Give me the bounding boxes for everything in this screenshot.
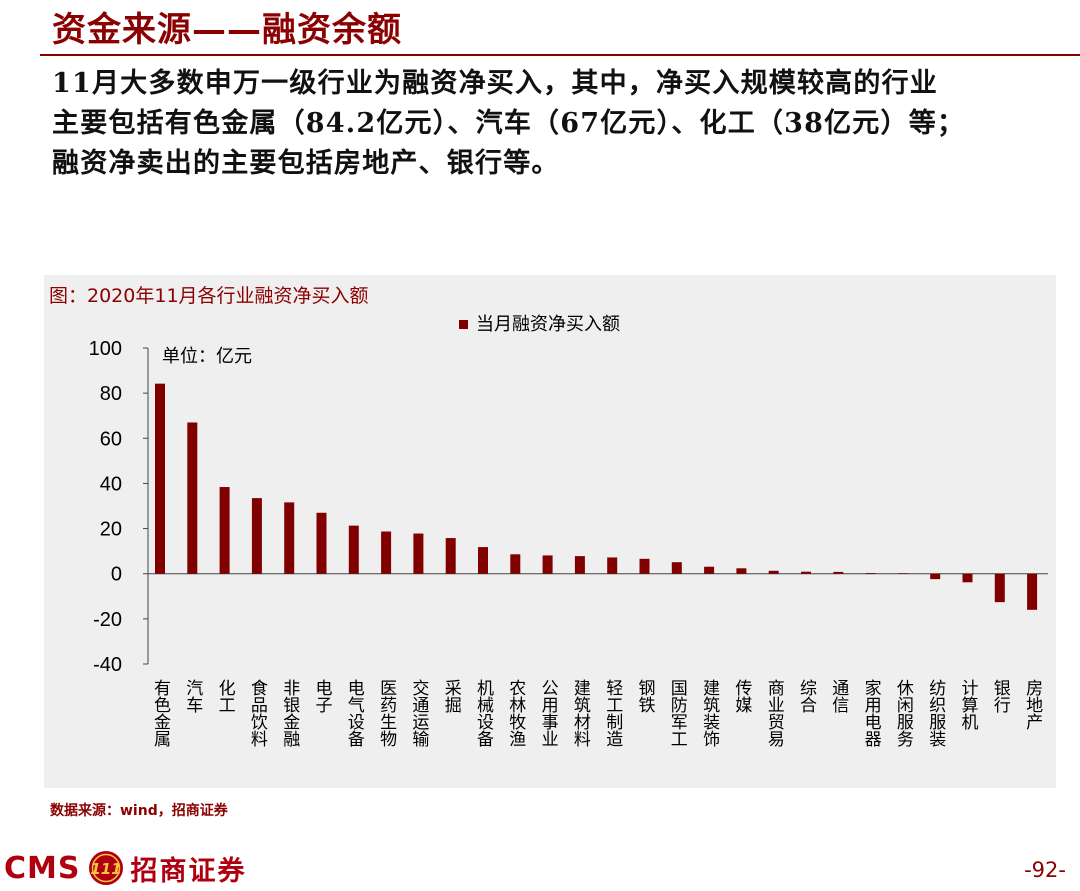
y-tick-label: 20 — [100, 519, 122, 541]
bar — [574, 556, 585, 574]
bar — [510, 554, 521, 574]
category-label: 房地产 — [1022, 679, 1043, 730]
bar — [671, 562, 682, 574]
brand-emblem-icon: 111 — [89, 851, 124, 885]
y-tick-label: -40 — [93, 654, 122, 676]
title-divider — [40, 54, 1080, 56]
bar — [413, 533, 424, 574]
legend-label: 当月融资净买入额 — [476, 314, 620, 335]
bar — [994, 573, 1005, 603]
bar — [219, 487, 230, 574]
bar — [1027, 573, 1038, 610]
category-label: 非银金融 — [279, 679, 300, 748]
bar — [833, 571, 844, 574]
bar — [865, 573, 876, 574]
chart-title: 图：2020年11月各行业融资净买入额 — [49, 285, 369, 307]
bar — [962, 573, 973, 583]
category-label: 医药生物 — [376, 679, 397, 747]
bar-chart: 当月融资净买入额单位：亿元 100 80 60 40 20 0 -20 -40 有色金属 汽车 化工食… — [89, 314, 1048, 748]
bar — [155, 383, 165, 574]
brand-cn-text: 招商证券 — [130, 855, 247, 887]
brand-logo-group: CMS 111 招商证券 — [4, 850, 247, 887]
data-source: 数据来源：wind，招商证券 — [50, 803, 228, 819]
category-label: 传媒 — [731, 679, 752, 713]
category-label: 采掘 — [441, 679, 462, 714]
category-label: 汽车 — [182, 679, 203, 713]
category-label: 公用事业 — [538, 679, 559, 747]
bar — [607, 557, 618, 574]
category-label: 国防军工 — [667, 679, 688, 747]
brand-emblem-text: 111 — [91, 860, 122, 878]
category-label: 家用电器 — [861, 679, 882, 747]
category-label: 交通运输 — [408, 679, 429, 748]
category-label: 机械设备 — [473, 679, 494, 747]
category-label: 休闲服务 — [893, 679, 914, 747]
y-tick-label: -20 — [93, 609, 122, 631]
category-label: 通信 — [828, 679, 849, 713]
bar — [445, 538, 456, 574]
slide-title: 资金来源——融资余额 — [52, 10, 402, 50]
category-label: 农林牧渔 — [505, 679, 526, 747]
bar — [801, 571, 811, 574]
summary-text: 11月大多数申万一级行业为融资净买入，其中，净买入规模较高的行业 主要包括有色金… — [52, 64, 1067, 184]
bar — [768, 570, 779, 574]
category-label: 计算机 — [958, 679, 979, 730]
category-label: 建筑装饰 — [699, 679, 720, 747]
unit-label: 单位：亿元 — [162, 346, 252, 367]
bar — [187, 422, 198, 574]
category-label: 综合 — [796, 679, 817, 713]
category-label: 纺织服装 — [925, 679, 946, 747]
y-tick-label: 100 — [89, 338, 122, 360]
bar — [897, 573, 908, 574]
chart-panel: 当月融资净买入额单位：亿元 100 80 60 40 20 0 -20 -40 有色金属 汽车 化工食… — [44, 275, 1056, 788]
category-label: 有色金属 — [150, 679, 171, 747]
bar — [381, 531, 392, 574]
category-label: 建筑材料 — [570, 679, 591, 747]
category-label: 银行 — [990, 679, 1011, 714]
category-label: 电子 — [312, 679, 333, 713]
brand-cms-text: CMS — [4, 850, 81, 886]
bar — [930, 573, 941, 580]
y-tick-label: 80 — [100, 383, 122, 405]
category-label: 钢铁 — [635, 679, 656, 713]
category-label: 化工 — [215, 679, 236, 713]
category-label: 商业贸易 — [764, 679, 785, 748]
y-tick-label: 60 — [100, 428, 122, 450]
summary-line: 11月大多数申万一级行业为融资净买入，其中，净买入规模较高的行业 — [52, 68, 938, 99]
page-number: -92- — [1024, 858, 1066, 882]
summary-line: 融资净卖出的主要包括房地产、银行等。 — [52, 148, 560, 179]
bar — [639, 558, 650, 574]
bar — [251, 498, 262, 574]
bar — [704, 566, 715, 574]
bar — [316, 512, 327, 574]
y-tick-label: 0 — [111, 564, 122, 586]
summary-line: 主要包括有色金属（84.2亿元）、汽车（67亿元）、化工（38亿元）等； — [52, 108, 966, 139]
legend-swatch — [459, 320, 468, 329]
bar — [478, 547, 488, 574]
bar — [542, 555, 553, 574]
bar — [284, 502, 295, 574]
category-label: 食品饮料 — [247, 679, 268, 747]
bar — [736, 568, 747, 574]
y-tick-label: 40 — [100, 473, 122, 495]
category-label: 电气设备 — [344, 679, 365, 747]
bar — [348, 525, 359, 574]
category-label: 轻工制造 — [602, 679, 623, 747]
